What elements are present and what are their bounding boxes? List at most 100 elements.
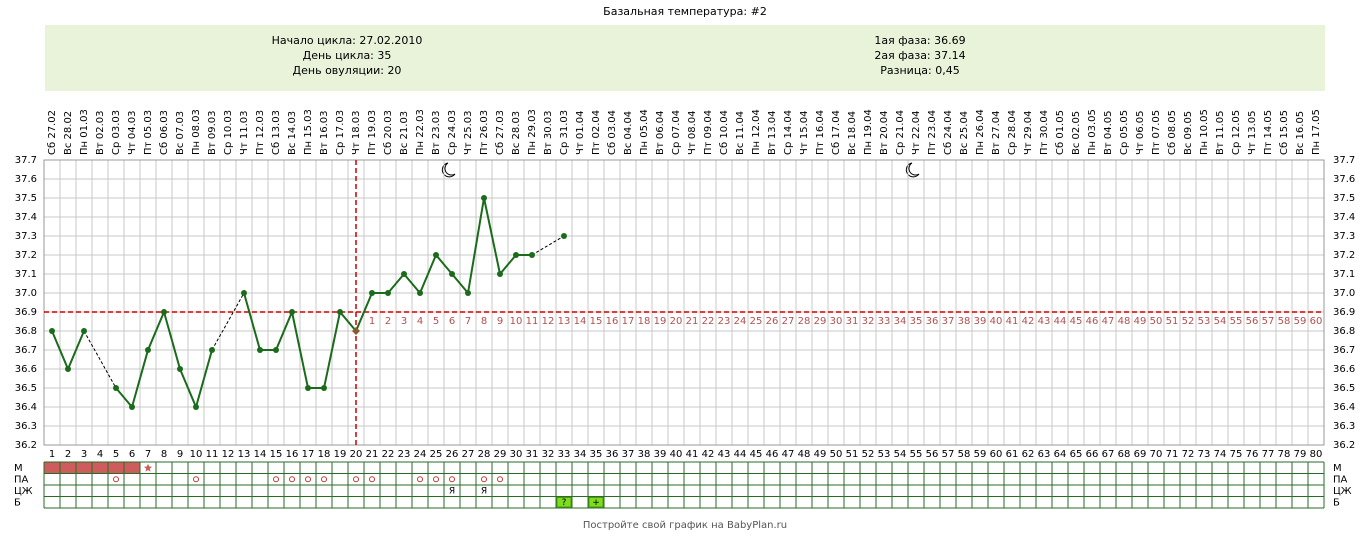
date-label: Вт 16.03 <box>319 111 330 156</box>
date-label: Ср 12.05 <box>1231 110 1242 155</box>
point <box>193 404 199 410</box>
row-label: М <box>14 463 23 474</box>
menstruation-cell <box>124 462 140 474</box>
cervix-mark: Я <box>481 486 487 496</box>
x-tick-label: 63 <box>1038 449 1051 460</box>
summary-text: 1ая фаза: 36.69 <box>874 34 965 47</box>
x-tick-label: 22 <box>382 449 395 460</box>
phase-day-label: 53 <box>1198 316 1211 327</box>
point <box>305 385 311 391</box>
date-label: Вт 11.05 <box>1215 111 1226 156</box>
x-tick-label: 70 <box>1150 449 1163 460</box>
x-tick-label: 17 <box>302 449 315 460</box>
date-label: Сб 15.05 <box>1279 110 1290 155</box>
date-label: Пт 14.05 <box>1263 110 1274 155</box>
phase-day-label: 56 <box>1246 316 1259 327</box>
x-tick-label: 12 <box>222 449 235 460</box>
pa-mark <box>305 476 311 483</box>
phase-day-label: 55 <box>1230 316 1243 327</box>
point <box>449 271 455 277</box>
date-label: Вт 02.03 <box>95 111 106 156</box>
phase-day-label: 60 <box>1310 316 1323 327</box>
phase-day-label: 50 <box>1150 316 1163 327</box>
x-tick-label: 41 <box>686 449 699 460</box>
date-label: Пт 07.05 <box>1151 110 1162 155</box>
phase-day-label: 30 <box>830 316 843 327</box>
x-tick-label: 46 <box>766 449 779 460</box>
date-label: Вт 23.03 <box>431 111 442 156</box>
x-tick-label: 15 <box>270 449 283 460</box>
gap-connector <box>531 235 565 256</box>
date-label: Пт 05.03 <box>143 110 154 155</box>
date-label: Пн 10.05 <box>1199 109 1210 155</box>
phase-day-label: 36 <box>926 316 939 327</box>
x-tick-label: 79 <box>1294 449 1307 460</box>
test-cell <box>588 497 604 508</box>
y-tick-label: 36.9 <box>1333 307 1355 318</box>
x-tick-label: 51 <box>846 449 859 460</box>
x-tick-label: 18 <box>318 449 331 460</box>
x-tick-label: 4 <box>97 449 103 460</box>
row-label: М <box>1333 463 1342 474</box>
pa-mark <box>193 476 199 483</box>
y-tick-label: 37.0 <box>1333 288 1355 299</box>
point <box>561 233 567 239</box>
x-tick-label: 57 <box>942 449 955 460</box>
x-tick-label: 52 <box>862 449 875 460</box>
y-tick-label: 36.6 <box>15 364 37 375</box>
date-label: Сб 01.05 <box>1055 110 1066 155</box>
x-tick-label: 44 <box>734 449 747 460</box>
x-tick-label: 53 <box>878 449 891 460</box>
date-label: Пт 16.04 <box>815 110 826 155</box>
x-tick-label: 77 <box>1262 449 1275 460</box>
date-label: Сб 27.02 <box>47 110 58 155</box>
phase-day-label: 57 <box>1262 316 1275 327</box>
point <box>369 290 375 296</box>
date-label: Пт 09.04 <box>703 110 714 155</box>
date-label: Пт 30.04 <box>1039 110 1050 155</box>
point <box>513 252 519 258</box>
x-tick-label: 40 <box>670 449 683 460</box>
summary-text: Разница: 0,45 <box>880 64 960 77</box>
y-tick-label: 36.8 <box>15 326 37 337</box>
phase-day-label: 9 <box>497 316 503 327</box>
date-label: Ср 24.03 <box>447 110 458 155</box>
menstruation-cell <box>92 462 108 474</box>
x-tick-label: 30 <box>510 449 523 460</box>
row-label: ЦЖ <box>14 486 33 497</box>
y-tick-label: 36.6 <box>1333 364 1355 375</box>
point <box>401 271 407 277</box>
phase-day-label: 23 <box>718 316 731 327</box>
gap-connector <box>83 330 117 389</box>
y-tick-label: 36.7 <box>1333 345 1355 356</box>
y-tick-label: 36.8 <box>1333 326 1355 337</box>
y-tick-label: 37.6 <box>15 174 37 185</box>
y-tick-label: 37.2 <box>15 250 37 261</box>
phase-day-label: 59 <box>1294 316 1307 327</box>
date-label: Вт 09.03 <box>207 111 218 156</box>
test-mark: + <box>592 498 600 508</box>
menstruation-cell <box>108 462 124 474</box>
y-tick-label: 37.1 <box>15 269 37 280</box>
x-tick-label: 20 <box>350 449 363 460</box>
phase-day-label: 35 <box>910 316 923 327</box>
y-tick-label: 37.3 <box>1333 231 1355 242</box>
date-label: Ср 21.04 <box>895 110 906 155</box>
date-label: Пн 17.05 <box>1311 109 1322 155</box>
date-label: Вс 28.02 <box>63 111 74 155</box>
point <box>433 252 439 258</box>
phase-day-label: 41 <box>1006 316 1019 327</box>
y-tick-label: 37.1 <box>1333 269 1355 280</box>
phase-day-label: 8 <box>481 316 487 327</box>
pa-mark <box>113 476 119 483</box>
point <box>321 385 327 391</box>
date-label: Сб 20.03 <box>383 110 394 155</box>
x-tick-label: 35 <box>590 449 603 460</box>
footer: Постройте свой график на BabyPlan.ru <box>583 520 787 531</box>
row-label: Б <box>1333 497 1340 508</box>
date-label: Пн 26.04 <box>975 109 986 155</box>
date-label: Ср 17.03 <box>335 110 346 155</box>
date-label: Чт 01.04 <box>575 111 586 156</box>
date-label: Пн 12.04 <box>751 109 762 155</box>
